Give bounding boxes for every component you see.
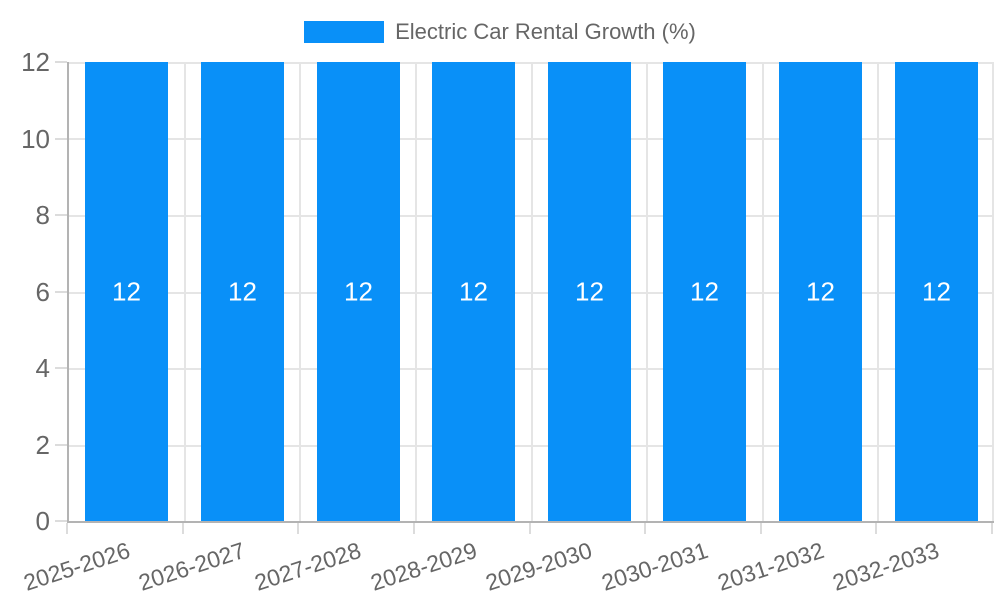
y-axis-label: 6 (35, 277, 50, 307)
gridline-vertical (646, 62, 648, 521)
y-axis-tick (55, 520, 67, 522)
x-axis-label: 2028-2029 (367, 537, 481, 596)
x-axis-label: 2031-2032 (714, 537, 828, 596)
chart-legend[interactable]: Electric Car Rental Growth (%) (0, 20, 1000, 44)
x-axis-tick (297, 523, 299, 534)
bar-value-label: 12 (806, 276, 835, 306)
x-axis-label: 2026-2027 (135, 537, 249, 596)
y-axis-tick (55, 444, 67, 446)
bar-value-label: 12 (690, 276, 719, 306)
plot-area: 12 12 12 12 12 12 12 12 (67, 62, 994, 523)
bar[interactable]: 12 (548, 62, 631, 521)
gridline-vertical (299, 62, 301, 521)
bar-value-label: 12 (344, 276, 373, 306)
x-axis-tick (875, 523, 877, 534)
x-axis-label: 2027-2028 (251, 537, 365, 596)
bar-value-label: 12 (228, 276, 257, 306)
gridline-vertical (762, 62, 764, 521)
x-axis-label: 2030-2031 (598, 537, 712, 596)
gridline-vertical (531, 62, 533, 521)
bar[interactable]: 12 (432, 62, 515, 521)
y-axis-label: 4 (35, 353, 50, 383)
bar[interactable]: 12 (895, 62, 978, 521)
y-axis-label: 2 (35, 430, 50, 460)
gridline-vertical (415, 62, 417, 521)
gridline-vertical (877, 62, 879, 521)
x-axis-tick (529, 523, 531, 534)
gridline-vertical (184, 62, 186, 521)
x-axis-tick (991, 523, 993, 534)
bar[interactable]: 12 (663, 62, 746, 521)
x-axis-tick (66, 523, 68, 534)
bar-value-label: 12 (112, 276, 141, 306)
x-axis-label: 2032-2033 (829, 537, 943, 596)
y-axis-tick (55, 214, 67, 216)
x-axis-tick (760, 523, 762, 534)
bar-value-label: 12 (459, 276, 488, 306)
y-axis-tick (55, 138, 67, 140)
gridline-vertical (992, 62, 994, 521)
x-axis-tick (413, 523, 415, 534)
x-axis-tick (644, 523, 646, 534)
y-axis-tick (55, 291, 67, 293)
legend-swatch-icon (304, 21, 385, 43)
bar[interactable]: 12 (85, 62, 168, 521)
legend-label: Electric Car Rental Growth (%) (395, 19, 696, 44)
x-axis-tick (182, 523, 184, 534)
y-axis-tick (55, 61, 67, 63)
y-axis-tick (55, 367, 67, 369)
bar[interactable]: 12 (779, 62, 862, 521)
x-axis-label: 2025-2026 (20, 537, 134, 596)
y-axis-label: 0 (35, 506, 50, 536)
bar-value-label: 12 (922, 276, 951, 306)
bar[interactable]: 12 (317, 62, 400, 521)
y-axis-label: 10 (21, 124, 50, 154)
x-axis-label: 2029-2030 (482, 537, 596, 596)
y-axis-label: 8 (35, 200, 50, 230)
y-axis-label: 12 (21, 47, 50, 77)
bar[interactable]: 12 (201, 62, 284, 521)
bar-value-label: 12 (575, 276, 604, 306)
